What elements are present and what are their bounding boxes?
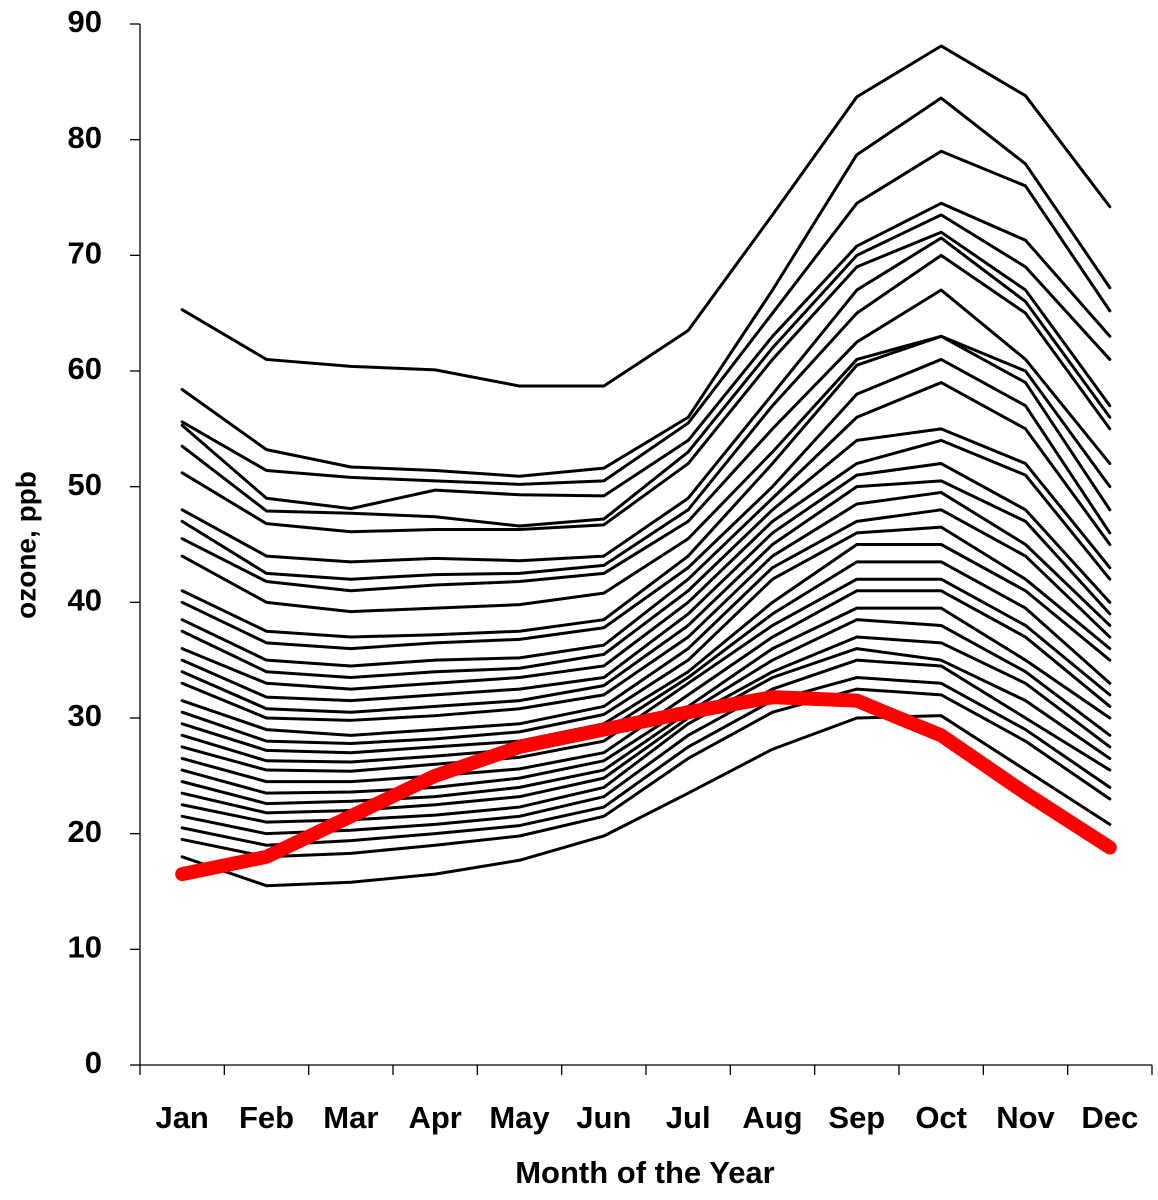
y-tick-label: 70 [68,236,102,271]
series-line [180,508,1112,737]
series-line [180,676,1112,847]
series-line [180,462,1112,703]
series-line [180,490,1112,722]
series-line [180,236,1112,564]
series-line [180,201,1112,511]
series-line [180,543,1112,755]
series-line [180,618,1112,806]
series-line [180,560,1112,764]
y-tick-label: 60 [68,351,102,386]
y-tick-label: 90 [68,4,102,39]
y-tick-label: 40 [68,583,102,618]
x-tick-label: Aug [742,1100,802,1135]
series-line [180,525,1112,745]
x-tick-label: Sep [828,1100,885,1135]
x-tick-label: Oct [915,1100,967,1135]
y-tick-label: 50 [68,467,102,502]
x-tick-label: Nov [996,1100,1055,1135]
y-tick-label: 80 [68,120,102,155]
y-axis-title: ozone, ppb [10,471,41,619]
x-tick-label: Mar [323,1100,378,1135]
series-line [180,334,1112,639]
y-tick-label: 10 [68,930,102,965]
y-tick-label: 0 [85,1045,102,1080]
x-tick-label: Jan [155,1100,208,1135]
series-line [180,479,1112,714]
series-line [180,149,1112,486]
x-tick-label: Dec [1081,1100,1138,1135]
series-line [180,438,1112,691]
series-line [180,213,1112,528]
series-line [180,381,1112,668]
x-tick-label: Jun [576,1100,631,1135]
x-axis-title: Month of the Year [515,1155,775,1190]
series-line [180,635,1112,815]
series-line [180,44,1112,388]
series-line [180,96,1112,478]
series-line [180,288,1112,593]
series-line [180,687,1112,859]
series-line [175,690,1117,882]
y-tick-label: 20 [68,814,102,849]
series-line [180,357,1112,651]
x-tick-label: Apr [408,1100,461,1135]
y-tick-label: 30 [68,698,102,733]
x-tick-label: May [489,1100,550,1135]
series-line [180,230,1112,534]
series-line [180,427,1112,680]
x-tick-label: Feb [239,1100,294,1135]
series-line [180,606,1112,795]
x-tick-label: Jul [666,1100,711,1135]
series-line [180,714,1112,888]
series-line [180,577,1112,773]
series-line [180,253,1112,581]
series-line [180,334,1112,614]
